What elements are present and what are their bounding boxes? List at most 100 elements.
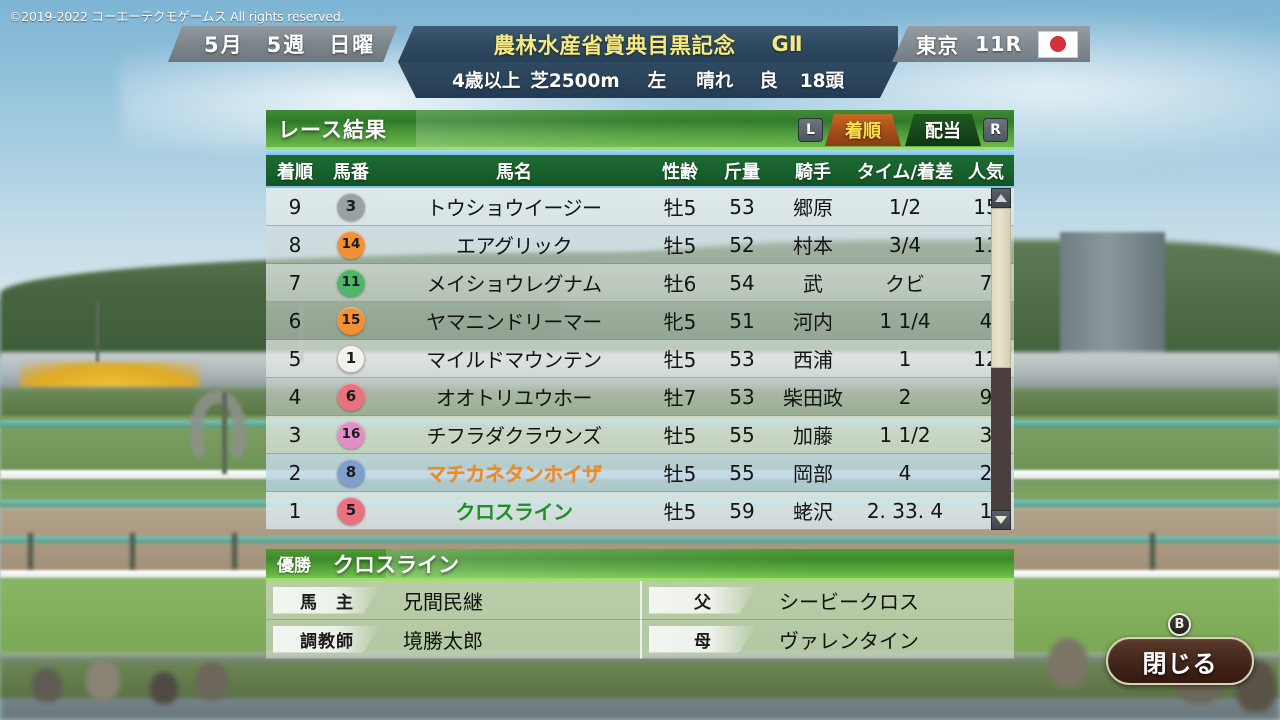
cell-rank: 3: [288, 422, 302, 447]
table-scrollbar[interactable]: [991, 188, 1011, 530]
race-header: 5月 5週 日曜 農林水産省賞典目黒記念 GⅡ 東京 11R 4歳以上 芝250…: [0, 26, 1280, 100]
cell-weight: 59: [729, 498, 755, 523]
table-row[interactable]: 2 8 マチカネタンホイザ 牡5 55 岡部 4 2: [266, 454, 1014, 492]
horse-number-badge: 3: [337, 192, 365, 221]
cell-jockey: 蛯沢: [793, 500, 833, 524]
winner-detail-value: 境勝太郎: [403, 628, 483, 653]
cell-sex-age: 牡7: [663, 386, 697, 410]
panel-accent-line: [266, 150, 1014, 155]
winner-details-grid: 馬 主兄間民継父シービークロス 調教師 境勝太郎母ヴァレンタイン: [266, 581, 1014, 659]
cell-popularity: 9: [979, 384, 993, 409]
col-header-sex-age: 性齢: [662, 161, 698, 183]
col-header-jockey: 騎手: [795, 161, 831, 183]
table-row[interactable]: 4 6 オオトリユウホー 牡7 53 柴田政 2 9: [266, 378, 1014, 416]
table-row[interactable]: 9 3 トウショウイージー 牡5 53 郷原 1/2 15: [266, 188, 1014, 226]
cell-weight: 55: [729, 460, 755, 485]
cell-horse-name: オオトリユウホー: [436, 386, 593, 410]
cell-jockey: 河内: [793, 310, 833, 334]
japan-flag-icon: [1038, 30, 1079, 58]
cell-time-margin: 1: [898, 346, 912, 371]
race-title: 農林水産省賞典目黒記念: [493, 33, 736, 59]
cell-sex-age: 牡5: [663, 424, 697, 448]
cell-horse-name: マイルドマウンテン: [426, 348, 602, 372]
winner-panel: 優勝 クロスライン 馬 主兄間民継父シービークロス 調教師 境勝太郎母ヴァレンタイン: [266, 549, 1014, 659]
cell-time-margin: 2. 33. 4: [866, 498, 944, 523]
winner-header: 優勝 クロスライン: [266, 549, 1014, 581]
cell-time-margin: 4: [898, 460, 912, 485]
scrollbar-track[interactable]: [991, 208, 1011, 510]
scroll-down-button[interactable]: [991, 510, 1011, 530]
cell-horse-number: 11: [324, 268, 378, 297]
cell-rank: 8: [288, 232, 302, 257]
cell-horse-number: 6: [324, 382, 378, 411]
cell-jockey: 加藤: [793, 424, 833, 448]
fence-post: [28, 533, 33, 569]
cell-popularity: 1: [979, 498, 993, 523]
cell-jockey: 村本: [793, 234, 833, 258]
foreground-crowd: [0, 656, 1280, 720]
result-table-body: 9 3 トウショウイージー 牡5 53 郷原 1/2 15 8 14 エアグリック 牡5 52 村本 3/4…: [266, 188, 1014, 530]
horse-number-badge: 16: [337, 420, 365, 449]
winner-detail-cell: 馬 主兄間民継: [266, 581, 640, 620]
race-title-bar: 農林水産省賞典目黒記念 GⅡ: [398, 26, 898, 62]
cell-horse-name: エアグリック: [456, 234, 573, 258]
cell-sex-age: 牝5: [663, 310, 697, 334]
cell-rank: 1: [288, 498, 302, 523]
race-conditions-bar: 4歳以上 芝2500m 左 晴れ 良 18頭: [398, 62, 898, 98]
horse-number-badge: 5: [337, 496, 365, 525]
cell-weight: 51: [729, 308, 755, 333]
spectator: [86, 660, 120, 700]
winner-label: 優勝: [277, 556, 311, 576]
scrollbar-thumb[interactable]: [991, 208, 1011, 369]
table-row[interactable]: 3 16 チフラダクラウンズ 牡5 55 加藤 1 1/2 3: [266, 416, 1014, 454]
winner-detail-label: 父: [649, 587, 757, 614]
cell-time-margin: 1 1/2: [879, 422, 931, 447]
winner-detail-value: 兄間民継: [403, 589, 483, 614]
race-result-panel: レース結果 L 着順 配当 R 着順 馬番 馬名 性齢 斤量 騎手 タイム/着差…: [266, 110, 1014, 530]
cell-weight: 55: [729, 422, 755, 447]
cell-popularity: 3: [979, 422, 993, 447]
cell-time-margin: 3/4: [888, 232, 922, 257]
spectator: [32, 668, 62, 702]
close-button-group: B 閉じる: [1106, 613, 1254, 685]
cell-popularity: 4: [979, 308, 993, 333]
race-grade: GⅡ: [771, 32, 803, 56]
cell-horse-name: チフラダクラウンズ: [426, 424, 602, 448]
tab-finish-order[interactable]: 着順: [825, 114, 901, 146]
cell-rank: 7: [288, 270, 302, 295]
scroll-up-button[interactable]: [991, 188, 1011, 208]
cell-horse-name: ヤマニンドリーマー: [426, 310, 602, 334]
fence-post: [232, 533, 237, 569]
light-pole: [96, 300, 99, 362]
cell-jockey: 武: [803, 272, 823, 296]
l-shoulder-key-icon[interactable]: L: [798, 118, 823, 142]
condition-age: 4歳以上: [452, 71, 521, 92]
table-row[interactable]: 6 15 ヤマニンドリーマー 牝5 51 河内 1 1/4 4: [266, 302, 1014, 340]
cell-horse-number: 15: [324, 306, 378, 335]
cell-horse-number: 16: [324, 420, 378, 449]
cell-weight: 53: [729, 346, 755, 371]
condition-direction: 左: [647, 71, 667, 92]
table-row[interactable]: 1 5 クロスライン 牡5 59 蛯沢 2. 33. 4 1: [266, 492, 1014, 530]
winner-detail-cell: 母ヴァレンタイン: [640, 620, 1014, 659]
winner-detail-label: 馬 主: [273, 587, 381, 614]
table-row[interactable]: 7 11 メイショウレグナム 牡6 54 武 クビ 7: [266, 264, 1014, 302]
cell-rank: 2: [288, 460, 302, 485]
racecourse-name: 東京: [916, 34, 959, 58]
tab-payouts[interactable]: 配当: [905, 114, 981, 146]
r-shoulder-key-icon[interactable]: R: [983, 118, 1008, 142]
cell-horse-name: マチカネタンホイザ: [426, 462, 602, 486]
spectator: [196, 662, 228, 700]
cell-rank: 4: [288, 384, 302, 409]
close-button[interactable]: 閉じる: [1106, 637, 1254, 685]
cell-time-margin: クビ: [885, 272, 925, 296]
race-date: 5月 5週 日曜: [168, 26, 397, 62]
table-row[interactable]: 5 1 マイルドマウンテン 牡5 53 西浦 1 12: [266, 340, 1014, 378]
table-row[interactable]: 8 14 エアグリック 牡5 52 村本 3/4 11: [266, 226, 1014, 264]
cell-popularity: 2: [979, 460, 993, 485]
cell-sex-age: 牡5: [663, 348, 697, 372]
cell-jockey: 岡部: [793, 462, 833, 486]
cell-weight: 52: [729, 232, 755, 257]
cell-time-margin: 1/2: [888, 194, 922, 219]
